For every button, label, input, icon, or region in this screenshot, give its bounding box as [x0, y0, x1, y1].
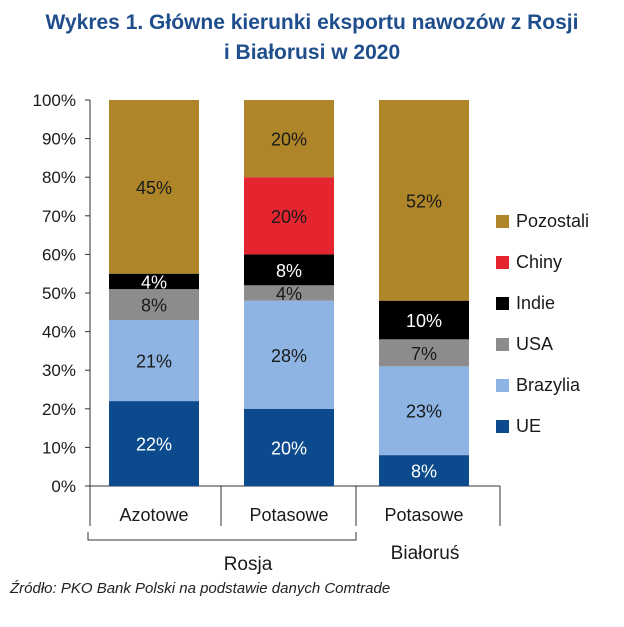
bar-segment — [379, 455, 469, 486]
chart-title-line2: i Białorusi w 2020 — [223, 41, 401, 64]
y-tick-label: 90% — [42, 130, 76, 149]
data-label: 8% — [141, 296, 167, 316]
data-label: 8% — [276, 261, 302, 281]
data-label: 20% — [271, 130, 307, 150]
bar-segment — [379, 339, 469, 367]
chart-title-line1: Wykres 1. Główne kierunki eksportu nawoz… — [45, 11, 579, 34]
y-tick-label: 20% — [42, 400, 76, 419]
bar-segment — [244, 285, 334, 301]
data-label: 23% — [406, 402, 442, 422]
data-label: 7% — [411, 344, 437, 364]
data-label: 10% — [406, 311, 442, 331]
y-tick-label: 0% — [51, 477, 76, 496]
data-label: 28% — [271, 346, 307, 366]
legend-swatch — [496, 297, 509, 310]
data-label: 20% — [271, 207, 307, 227]
data-label: 4% — [141, 272, 167, 292]
legend-swatch — [496, 338, 509, 351]
group-label: Rosja — [224, 554, 273, 575]
y-tick-label: 50% — [42, 284, 76, 303]
bar-segment — [244, 100, 334, 178]
y-tick-label: 40% — [42, 323, 76, 342]
bar-segment — [244, 177, 334, 255]
legend-label: USA — [516, 334, 553, 354]
group-label: Białoruś — [391, 543, 460, 564]
legend-label: UE — [516, 416, 541, 436]
x-category-label: Potasowe — [249, 505, 328, 525]
data-label: 4% — [276, 284, 302, 304]
legend-label: Indie — [516, 293, 555, 313]
bar-segment — [244, 254, 334, 286]
data-label: 45% — [136, 178, 172, 198]
y-tick-label: 70% — [42, 207, 76, 226]
source-note: Źródło: PKO Bank Polski na podstawie dan… — [10, 580, 391, 597]
bar-segment — [109, 273, 199, 290]
bar-segment — [379, 300, 469, 340]
y-tick-label: 60% — [42, 245, 76, 264]
data-label: 52% — [406, 191, 442, 211]
y-tick-label: 100% — [33, 91, 76, 110]
x-category-label: Potasowe — [384, 505, 463, 525]
data-label: 21% — [136, 352, 172, 372]
group-bracket — [87, 532, 357, 541]
y-tick-label: 30% — [42, 361, 76, 380]
data-label: 8% — [411, 462, 437, 482]
legend-swatch — [496, 379, 509, 392]
x-category-label: Azotowe — [119, 505, 188, 525]
bar-segment — [109, 401, 199, 486]
bar-segment — [109, 289, 199, 321]
bar-segment — [244, 300, 334, 409]
legend-label: Pozostali — [516, 211, 589, 231]
y-tick-label: 10% — [42, 438, 76, 457]
bar-segment — [379, 366, 469, 456]
y-tick-label: 80% — [42, 168, 76, 187]
legend-swatch — [496, 215, 509, 228]
chart-title: Wykres 1. Główne kierunki eksportu nawoz… — [0, 8, 624, 68]
bar-segment — [244, 408, 334, 486]
legend-label: Chiny — [516, 252, 562, 272]
data-label: 20% — [271, 438, 307, 458]
bar-segment — [109, 320, 199, 402]
legend-swatch — [496, 420, 509, 433]
legend-swatch — [496, 256, 509, 269]
bar-segment — [379, 100, 469, 301]
bar-segment — [109, 100, 199, 274]
legend-label: Brazylia — [516, 375, 581, 395]
data-label: 22% — [136, 435, 172, 455]
stacked-bar-chart: 0% 10% 20% 30% 40% 50% 60% 70% 80% 90% 100% 22% 21% 8… — [33, 91, 590, 575]
